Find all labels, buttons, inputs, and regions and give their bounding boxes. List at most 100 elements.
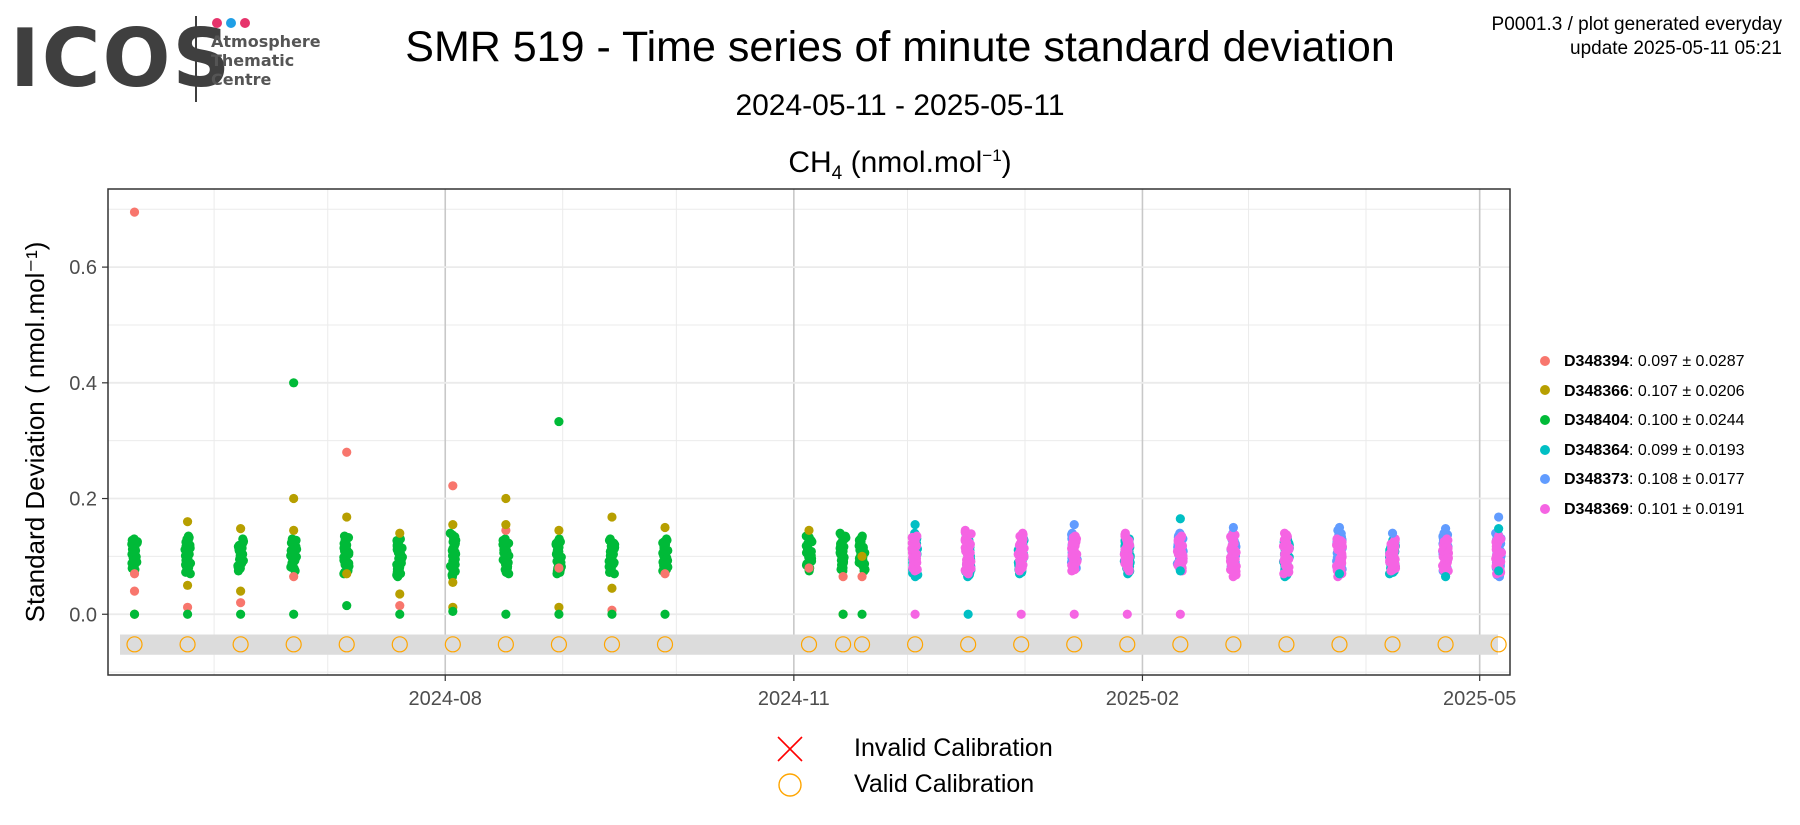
data-point [1441, 524, 1450, 533]
cluster-point [288, 534, 297, 543]
legend-series-stats: : 0.108 ± 0.0177 [1629, 471, 1745, 488]
data-point [804, 526, 813, 535]
data-point [130, 208, 139, 217]
cluster-point [1121, 529, 1130, 538]
data-point [554, 526, 563, 535]
data-point [660, 610, 669, 619]
data-point [554, 610, 563, 619]
data-point [183, 581, 192, 590]
data-point [964, 610, 973, 619]
data-point [839, 572, 848, 581]
cluster-point [858, 532, 867, 541]
legend-item: D348404: 0.100 ± 0.0244 [1540, 406, 1745, 436]
data-point [130, 587, 139, 596]
cluster-point [1442, 534, 1451, 543]
data-point [342, 601, 351, 610]
data-point [130, 610, 139, 619]
data-point [289, 610, 298, 619]
data-point [448, 578, 457, 587]
cluster-point [1018, 529, 1027, 538]
legend-item: D348394: 0.097 ± 0.0287 [1540, 347, 1745, 377]
legend-item: D348373: 0.108 ± 0.0177 [1540, 465, 1745, 495]
plot-panel [108, 189, 1510, 675]
data-point [183, 517, 192, 526]
legend-item: D348369: 0.101 ± 0.0191 [1540, 495, 1745, 525]
data-point [607, 610, 616, 619]
legend-dot-icon [1540, 415, 1550, 425]
legend-invalid-calibration: Invalid Calibration [770, 730, 1053, 766]
cluster-point [836, 529, 845, 538]
data-point [857, 610, 866, 619]
legend-valid-calibration: Valid Calibration [770, 766, 1053, 802]
cluster-point [912, 532, 921, 541]
legend-series-name: D348404 [1564, 412, 1629, 429]
data-point [395, 589, 404, 598]
y-axis-label: Standard Deviation ( nmol.mol⁻¹) [20, 242, 50, 623]
x-tick-label: 2025-05 [1443, 688, 1516, 710]
data-point [289, 494, 298, 503]
data-point [607, 512, 616, 521]
legend-series-name: D348366 [1564, 383, 1629, 400]
data-point [1335, 523, 1344, 532]
cluster-point [238, 534, 247, 543]
x-tick-label: 2025-02 [1106, 688, 1179, 710]
data-point [804, 563, 813, 572]
data-point [1441, 572, 1450, 581]
cluster-point [130, 534, 139, 543]
data-point [1070, 610, 1079, 619]
data-point [448, 481, 457, 490]
data-point [236, 524, 245, 533]
data-point [501, 520, 510, 529]
cluster-point [1332, 534, 1341, 543]
legend-series-stats: : 0.100 ± 0.0244 [1629, 412, 1745, 429]
y-tick-label: 0.2 [69, 489, 97, 511]
data-point [342, 448, 351, 457]
series-legend: D348394: 0.097 ± 0.0287 D348366: 0.107 ± … [1540, 347, 1745, 525]
cluster-point [555, 534, 564, 543]
data-point [501, 610, 510, 619]
legend-dot-icon [1540, 504, 1550, 514]
scatter-chart: 0.00.20.40.62024-08 2024-11 2025-02 2025-05… [0, 0, 1800, 825]
data-point [236, 610, 245, 619]
data-point [236, 598, 245, 607]
legend-series-name: D348394 [1564, 353, 1629, 370]
data-point [1494, 512, 1503, 521]
data-point [1388, 529, 1397, 538]
data-point [395, 601, 404, 610]
data-point [554, 417, 563, 426]
legend-dot-icon [1540, 474, 1550, 484]
cluster-point [340, 532, 349, 541]
data-point [554, 563, 563, 572]
y-tick-label: 0.6 [69, 257, 97, 279]
x-tick-label: 2024-08 [409, 688, 482, 710]
data-point [910, 520, 919, 529]
data-point [342, 569, 351, 578]
data-point [1229, 523, 1238, 532]
data-point [1176, 514, 1185, 523]
calibration-legend: Invalid Calibration Valid Calibration [770, 730, 1053, 802]
invalid-label: Invalid Calibration [854, 734, 1053, 762]
cluster-point [1177, 532, 1186, 541]
data-point [183, 610, 192, 619]
data-point [839, 610, 848, 619]
legend-dot-icon [1540, 445, 1550, 455]
cluster-point [501, 534, 510, 543]
data-point [289, 378, 298, 387]
legend-series-name: D348369 [1564, 501, 1629, 518]
data-point [1070, 520, 1079, 529]
data-point [857, 552, 866, 561]
legend-series-stats: : 0.097 ± 0.0287 [1629, 353, 1745, 370]
data-point [1494, 524, 1503, 533]
data-point [448, 607, 457, 616]
data-point [1176, 566, 1185, 575]
data-point [289, 572, 298, 581]
legend-series-stats: : 0.101 ± 0.0191 [1629, 501, 1745, 518]
circle-icon [770, 770, 810, 800]
valid-label: Valid Calibration [854, 770, 1034, 798]
cluster-point [606, 534, 615, 543]
data-point [1176, 610, 1185, 619]
legend-series-stats: : 0.107 ± 0.0206 [1629, 383, 1745, 400]
data-point [130, 569, 139, 578]
cross-icon [770, 734, 810, 764]
cluster-point [184, 532, 193, 541]
